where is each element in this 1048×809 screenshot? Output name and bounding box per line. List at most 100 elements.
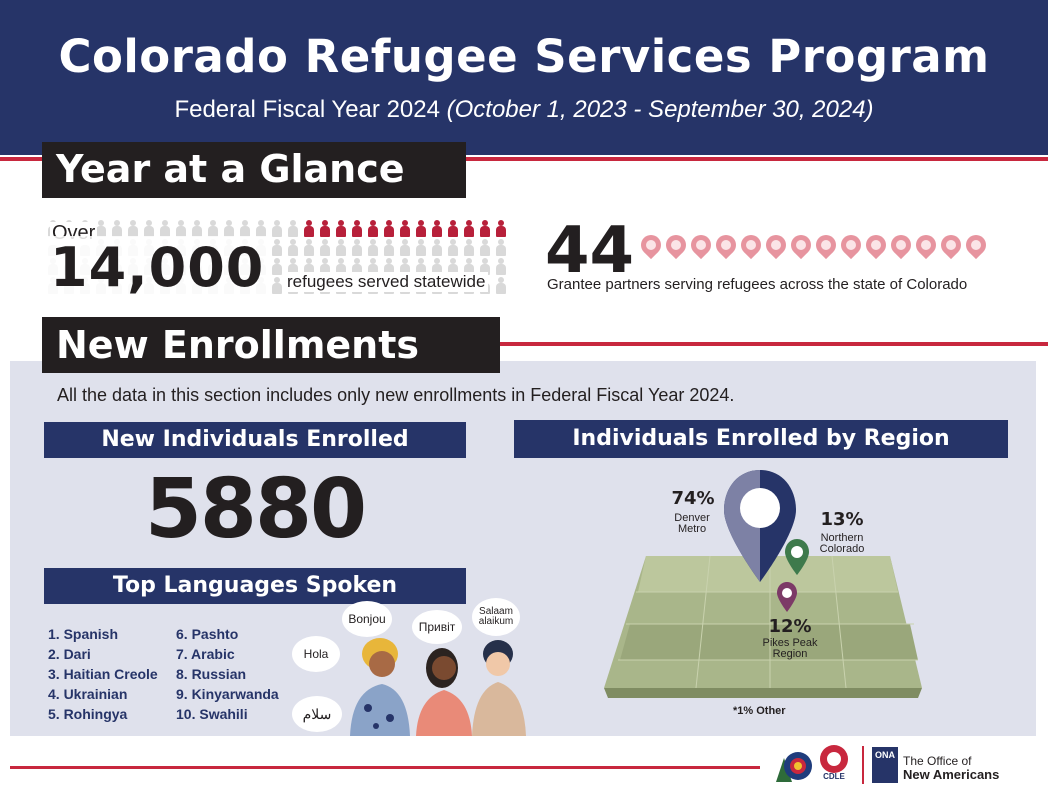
person-icon: [350, 220, 363, 237]
cdle-logo-icon: [820, 745, 848, 773]
person-icon: [430, 220, 443, 237]
people-illustration: [350, 638, 526, 736]
person-icon: [286, 258, 299, 275]
person-icon: [414, 239, 427, 256]
location-pin-icon: [915, 234, 937, 264]
person-icon: [302, 258, 315, 275]
region-title: Individuals Enrolled by Region: [514, 420, 1008, 458]
ona-logo: ONA: [872, 747, 898, 783]
partners-number: 44: [545, 214, 635, 288]
header-divider: [0, 157, 1048, 161]
page-title: Colorado Refugee Services Program: [58, 30, 990, 83]
person-icon: [318, 258, 331, 275]
cdle-logo: CDLE: [816, 744, 852, 784]
region-pikes-name: Pikes Peak Region: [762, 637, 818, 660]
greeting-bonjou: Bonjou: [342, 601, 392, 637]
person-illustration-1: [350, 638, 410, 736]
person-icon: [270, 277, 283, 294]
language-item: 9. Kinyarwanda: [176, 686, 279, 702]
location-pin-icon: [890, 234, 912, 264]
denver-pin: [724, 470, 796, 582]
person-icon: [334, 220, 347, 237]
language-item: 8. Russian: [176, 666, 247, 682]
person-icon: [414, 220, 427, 237]
location-pin-icon: [940, 234, 962, 264]
person-icon: [334, 239, 347, 256]
individuals-value: 5880: [144, 462, 367, 557]
language-item: 1. Spanish: [48, 626, 119, 642]
person-icon: [478, 258, 491, 275]
pikes-pin: [777, 582, 797, 612]
page-subtitle: Federal Fiscal Year 2024 (October 1, 202…: [0, 96, 1048, 124]
person-icon: [398, 258, 411, 275]
colorado-map: [604, 555, 922, 698]
location-pin-icon: [965, 234, 987, 264]
logo-divider: [862, 746, 864, 784]
person-icon: [494, 239, 507, 256]
person-icon: [446, 258, 459, 275]
enrollments-divider: [500, 342, 1048, 346]
region-denver-name: Denver Metro: [674, 512, 710, 535]
greeting-salaam: Salaam alaikum: [472, 598, 520, 636]
person-icon: [254, 220, 267, 237]
cdle-label: CDLE: [823, 772, 845, 781]
person-icon: [430, 239, 443, 256]
location-pin-icon: [640, 234, 662, 264]
served-caption: refugees served statewide: [284, 272, 489, 292]
served-number: 14,000: [48, 236, 267, 299]
location-pin-icon: [690, 234, 712, 264]
person-icon: [270, 239, 283, 256]
location-pin-icon: [815, 234, 837, 264]
person-icon: [350, 239, 363, 256]
person-icon: [478, 239, 491, 256]
language-item: 5. Rohingya: [48, 706, 128, 722]
northern-pin: [785, 539, 809, 575]
person-icon: [206, 220, 219, 237]
person-icon: [366, 220, 379, 237]
section-title-glance: Year at a Glance: [42, 142, 466, 198]
location-pin-icon: [840, 234, 862, 264]
person-icon: [158, 220, 171, 237]
person-icon: [94, 220, 107, 237]
person-icon: [126, 220, 139, 237]
person-icon: [366, 258, 379, 275]
header-banner: Colorado Refugee Services Program Federa…: [0, 0, 1048, 155]
partner-pin-row: [640, 234, 990, 264]
section-title-enrollments: New Enrollments: [42, 317, 500, 373]
region-denver-pct: 74%: [671, 488, 715, 509]
person-icon: [462, 239, 475, 256]
subtitle-date-range: (October 1, 2023 - September 30, 2024): [446, 96, 874, 123]
person-icon: [478, 220, 491, 237]
person-icon: [382, 239, 395, 256]
person-icon: [494, 220, 507, 237]
greeting-pryvit: Привіт: [412, 610, 462, 644]
language-item: 10. Swahili: [176, 706, 248, 722]
person-icon: [446, 239, 459, 256]
region-northern-name: Northern Colorado: [819, 532, 865, 555]
person-illustration-3: [472, 640, 526, 736]
person-icon: [462, 220, 475, 237]
person-icon: [270, 220, 283, 237]
person-icon: [238, 220, 251, 237]
person-icon: [366, 239, 379, 256]
person-icon: [446, 220, 459, 237]
person-icon: [334, 258, 347, 275]
language-item: 2. Dari: [48, 646, 91, 662]
person-icon: [110, 220, 123, 237]
person-icon: [302, 239, 315, 256]
ona-line1: The Office of: [903, 754, 972, 768]
person-icon: [494, 258, 507, 275]
language-item: 6. Pashto: [176, 626, 239, 642]
region-pikes-pct: 12%: [768, 616, 812, 637]
person-icon: [462, 258, 475, 275]
subtitle-fiscal-year: Federal Fiscal Year 2024: [174, 96, 447, 123]
language-item: 4. Ukrainian: [48, 686, 128, 702]
ona-line2: New Americans: [903, 767, 1000, 782]
person-icon: [350, 258, 363, 275]
person-icon: [318, 239, 331, 256]
region-northern-pct: 13%: [820, 509, 864, 530]
person-icon: [302, 220, 315, 237]
person-icon: [430, 258, 443, 275]
person-icon: [270, 258, 283, 275]
languages-list-2: 6. Pashto 7. Arabic 8. Russian 9. Kinyar…: [176, 624, 279, 724]
